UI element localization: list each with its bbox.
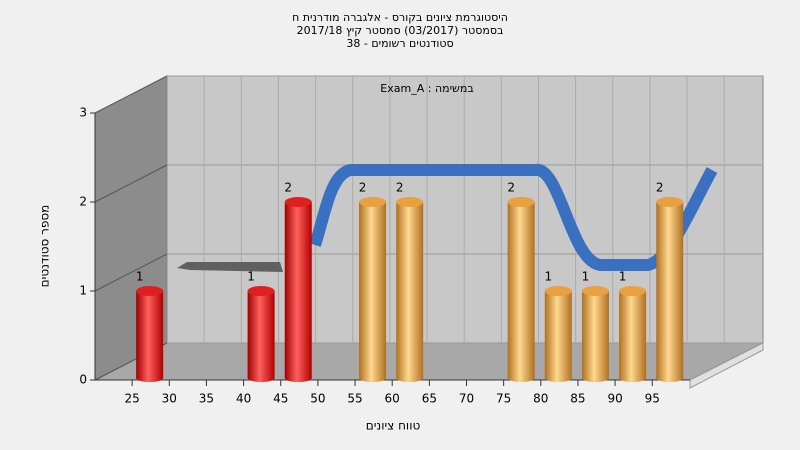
bar-top (544, 286, 572, 296)
chart-title: היסטוגרמת ציונים בקורס - אלגברה מודרנית … (292, 11, 508, 24)
bar-top (581, 286, 609, 296)
bar-bottom (247, 374, 275, 382)
value-label: 1 (619, 270, 627, 284)
x-tick-label: 45 (273, 392, 288, 406)
x-tick-label: 80 (533, 392, 548, 406)
annotation: Exam_A : במשימה (380, 82, 473, 95)
bar-top (247, 286, 275, 296)
bar-bottom (284, 374, 312, 382)
bar-bottom (544, 374, 572, 382)
x-tick-label: 90 (607, 392, 622, 406)
y-tick-label: 3 (79, 106, 87, 120)
value-label: 1 (582, 270, 590, 284)
trend-ribbon (177, 262, 283, 272)
bar-bottom (619, 374, 647, 382)
bar (136, 291, 164, 378)
bar-bottom (656, 374, 684, 382)
value-label: 1 (136, 270, 144, 284)
value-label: 1 (247, 270, 255, 284)
x-tick-label: 30 (162, 392, 177, 406)
bar (396, 202, 424, 378)
value-label: 2 (396, 181, 404, 195)
value-label: 1 (544, 270, 552, 284)
x-tick-label: 25 (125, 392, 140, 406)
x-tick-label: 95 (645, 392, 660, 406)
x-tick-label: 70 (459, 392, 474, 406)
y-tick-label: 1 (79, 284, 87, 298)
x-tick-label: 40 (236, 392, 251, 406)
bar (359, 202, 387, 378)
y-tick-label: 0 (79, 373, 87, 387)
y-axis-label: מספר סטודנטים (38, 205, 52, 288)
bar-top (507, 197, 535, 207)
bar-bottom (136, 374, 164, 382)
bar-top (359, 197, 387, 207)
bar (619, 291, 647, 378)
bar (544, 291, 572, 378)
value-label: 2 (656, 181, 664, 195)
bar (247, 291, 275, 378)
x-tick-label: 85 (570, 392, 585, 406)
bar (284, 202, 312, 378)
x-axis-label: טווח ציונים (366, 419, 421, 433)
bar (581, 291, 609, 378)
x-tick-label: 35 (199, 392, 214, 406)
bar-bottom (507, 374, 535, 382)
bar-bottom (396, 374, 424, 382)
bar-top (136, 286, 164, 296)
bar-top (656, 197, 684, 207)
bar (507, 202, 535, 378)
bar-bottom (359, 374, 387, 382)
value-label: 2 (284, 181, 292, 195)
y-tick-label: 2 (79, 195, 87, 209)
x-tick-label: 65 (422, 392, 437, 406)
bar-bottom (581, 374, 609, 382)
x-tick-label: 50 (310, 392, 325, 406)
grid-line (94, 75, 168, 114)
x-tick-label: 60 (385, 392, 400, 406)
chart-title: 38 - סטודנטים רשומים (346, 37, 453, 50)
value-label: 2 (359, 181, 367, 195)
bar (656, 202, 684, 378)
bar-top (619, 286, 647, 296)
grid-line (94, 164, 168, 203)
x-tick-label: 75 (496, 392, 511, 406)
bar-top (396, 197, 424, 207)
bar-top (284, 197, 312, 207)
value-label: 2 (507, 181, 515, 195)
grid-line (94, 253, 168, 292)
chart-title: בסמסטר (03/2017) סמסטר קיץ 2017/18 (297, 24, 504, 37)
floor-edge (689, 342, 764, 389)
x-tick-label: 55 (347, 392, 362, 406)
